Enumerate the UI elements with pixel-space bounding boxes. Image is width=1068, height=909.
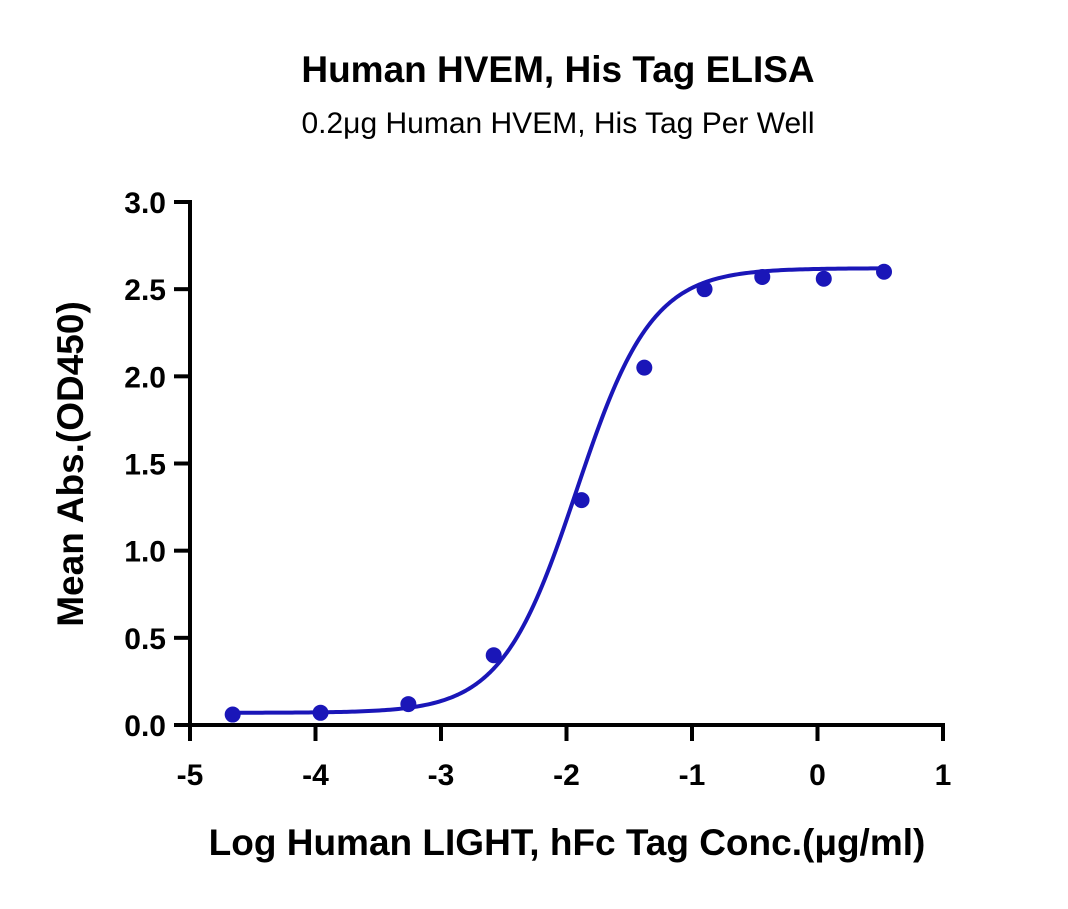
x-axis-label: Log Human LIGHT, hFc Tag Conc.(μg/ml) [209,822,926,863]
data-point [754,268,771,285]
x-tick-label: -2 [553,759,580,792]
data-point [876,263,893,280]
x-tick-label: -4 [302,759,329,792]
data-point [696,281,713,298]
y-tick-label: 1.5 [124,449,166,482]
data-point [224,706,241,723]
chart-subtitle: 0.2μg Human HVEM, His Tag Per Well [301,107,814,140]
fit-curve-line [232,266,885,715]
x-tick-label: 1 [935,759,952,792]
y-tick-label: 2.5 [124,274,166,307]
y-tick-label: 1.0 [124,536,166,569]
y-tick-label: 0.5 [124,623,166,656]
axes [174,200,945,741]
tick-labels: -5 -4 -3 -2 -1 0 1 0.0 0.5 1.0 1.5 2.0 2.5 3.0 [124,187,951,792]
data-point [573,492,590,509]
data-point [815,270,832,287]
x-tick-label: -1 [679,759,706,792]
y-tick-label: 0.0 [124,710,166,743]
data-point [636,359,653,376]
y-tick-label: 3.0 [124,187,166,220]
x-tick-label: -3 [428,759,455,792]
x-tick-label: -5 [177,759,204,792]
chart-title: Human HVEM, His Tag ELISA [301,49,814,90]
data-point [485,647,502,664]
data-point [400,696,417,713]
y-axis-label: Mean Abs.(OD450) [50,301,91,627]
x-tick-label: 0 [809,759,826,792]
y-tick-label: 2.0 [124,361,166,394]
fit-curve-layer [232,266,885,715]
data-points [224,263,893,723]
data-point [312,704,329,721]
